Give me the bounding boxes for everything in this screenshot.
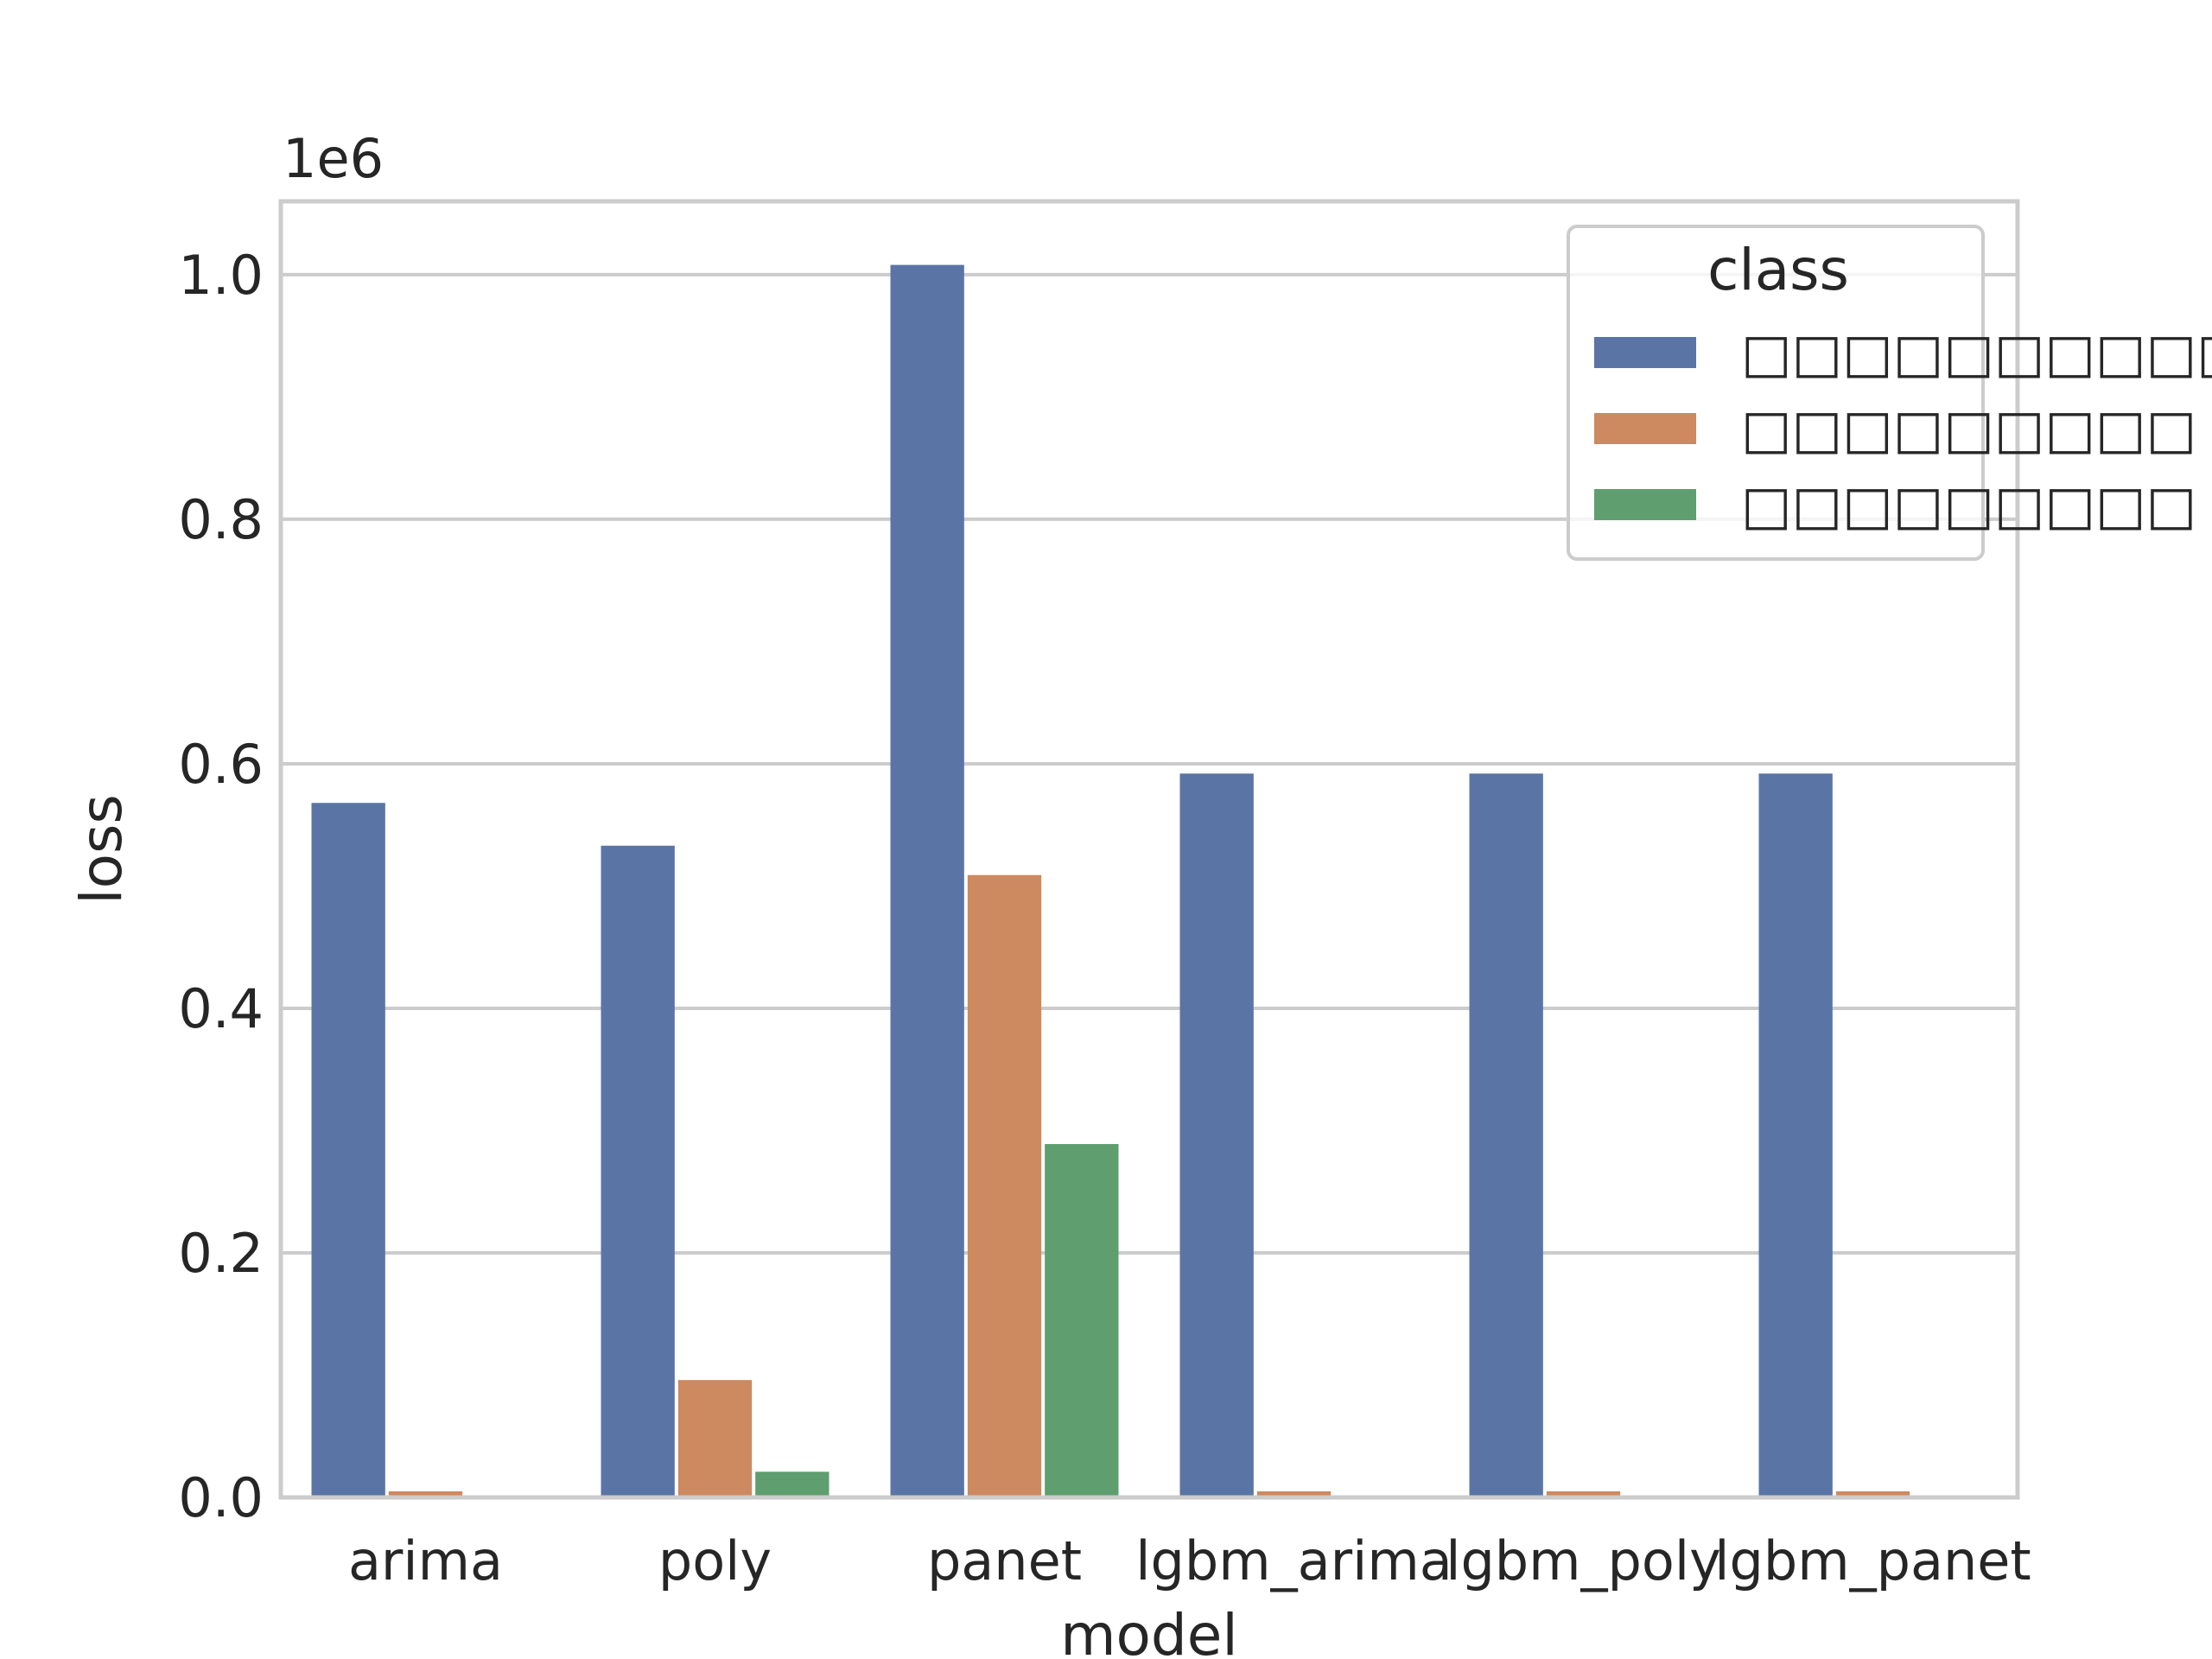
legend-swatch <box>1594 413 1696 444</box>
bar <box>601 845 675 1497</box>
legend-label: □□□□□□□□□□ <box>1741 321 2212 385</box>
x-tick-label: panet <box>927 1529 1082 1592</box>
y-tick-label: 0.0 <box>178 1466 264 1529</box>
x-tick-label: poly <box>658 1529 772 1592</box>
bar <box>1546 1491 1621 1497</box>
legend-entries: □□□□□□□□□□□□□□□□□□□□□□□□□□□□ <box>1594 321 2212 537</box>
y-tick-label: 0.2 <box>178 1222 264 1285</box>
bar <box>1835 1491 1910 1497</box>
legend: class □□□□□□□□□□□□□□□□□□□□□□□□□□□□ <box>1567 225 2212 561</box>
legend-label: □□□□□□□□□ <box>1741 397 2196 461</box>
bar <box>890 264 964 1497</box>
bar <box>388 1491 463 1497</box>
x-tick-label: lgbm_panet <box>1714 1529 2031 1592</box>
bar <box>1179 773 1254 1497</box>
legend-label: □□□□□□□□□ <box>1741 474 2196 537</box>
x-tick-labels: arima poly panet lgbm_arimalgbm_polylgbm_pa… <box>348 1529 2031 1592</box>
bar <box>311 803 385 1497</box>
legend-swatch <box>1594 489 1696 520</box>
x-tick-label: lgbm_poly <box>1446 1529 1721 1592</box>
legend-swatch <box>1594 337 1696 368</box>
plot-frame <box>278 199 2020 1500</box>
y-tick-label: 0.6 <box>178 733 264 796</box>
y-axis-label: loss <box>68 794 135 905</box>
bar <box>1256 1491 1332 1497</box>
legend-title: class <box>1707 237 1849 303</box>
y-tick-label: 0.4 <box>178 977 264 1040</box>
y-tick-label: 0.8 <box>178 488 264 551</box>
bar <box>1045 1144 1119 1497</box>
y-tick-labels: 0.0 0.2 0.4 0.6 0.8 1.0 <box>178 244 264 1529</box>
y-tick-label: 1.0 <box>178 244 264 307</box>
bars <box>311 264 1910 1497</box>
bar <box>967 874 1042 1497</box>
x-tick-label: lgbm_arima <box>1135 1529 1452 1592</box>
x-tick-label: arima <box>348 1529 503 1592</box>
bar <box>1469 773 1543 1497</box>
y-offset-label: 1e6 <box>283 127 384 190</box>
x-axis-label: model <box>1060 1602 1238 1659</box>
bar <box>677 1380 753 1497</box>
bar <box>1758 773 1833 1497</box>
legend-box <box>1567 225 1985 561</box>
bar <box>755 1471 830 1497</box>
